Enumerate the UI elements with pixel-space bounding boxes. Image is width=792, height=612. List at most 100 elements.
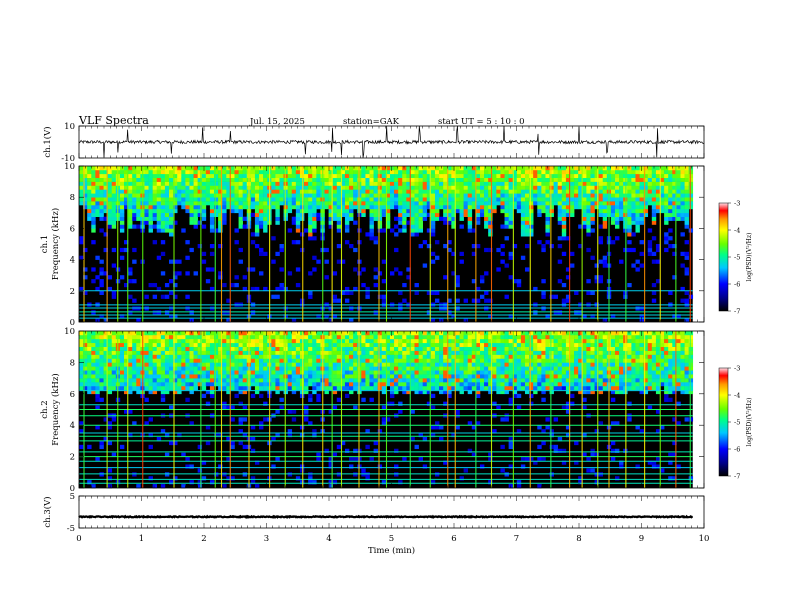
ch1-spectrogram-cell <box>414 283 419 288</box>
ch1-spectrogram-cell <box>496 181 501 186</box>
ch1-spectrogram-cell <box>516 201 522 206</box>
ch1-spectrogram-cell <box>128 208 133 214</box>
ch1-spectrogram-cell <box>242 216 248 221</box>
ch2-spectrogram-cell <box>250 476 256 481</box>
ch2-spectrogram-cell <box>87 382 92 387</box>
ch2-spectrogram-cell <box>471 374 477 379</box>
ch1-spectrogram-cell <box>181 189 186 194</box>
ch1-spectrogram-cell <box>381 166 387 171</box>
ch1-spectrogram-cell <box>291 197 297 202</box>
ch2-spectrogram-cell <box>328 354 333 359</box>
ch2-spectrogram-cell <box>148 417 153 422</box>
ch2-spectrogram-cell <box>394 385 399 391</box>
ch2-spectrogram-cell <box>410 331 415 336</box>
ch1-spectrogram-cell <box>87 166 92 171</box>
ch1-spectrogram-cell <box>414 197 419 202</box>
ch2-spectrogram-cell <box>185 382 190 387</box>
ch1-spectrogram-cell <box>242 201 248 206</box>
ch1-spectrogram-cell <box>377 208 383 214</box>
ch1-spectrogram-cell <box>385 224 391 229</box>
ch2-spectrogram-cell <box>316 374 321 379</box>
ch2-spectrogram-cell <box>181 362 186 367</box>
ch1-spectrogram-cell <box>504 212 509 217</box>
ch1-spectrogram-cell <box>111 208 117 214</box>
ch1-spectrogram-cell <box>160 173 166 178</box>
ch1-spectrogram-cell <box>164 169 170 175</box>
ch2-spectrogram-cell <box>443 389 448 395</box>
ch2-spectrogram-cell <box>193 331 198 336</box>
ch1-spectrogram-cell <box>488 169 493 175</box>
ch1-spectrogram-cell <box>197 185 203 190</box>
ch1-spectrogram-cell <box>205 173 211 178</box>
ch1-spectrogram-cell <box>152 169 158 175</box>
ch2-spectrogram-cell <box>447 331 452 336</box>
ch2-spectrogram-cell <box>152 366 158 371</box>
ch1-spectrogram-cell <box>91 201 96 206</box>
ch1-spectrogram-cell <box>226 181 231 186</box>
ch2-spectrogram-cell <box>295 346 301 351</box>
ch1-spectrogram-cell <box>639 251 644 256</box>
ch2-spectrogram-cell <box>197 362 203 367</box>
ch1-spectrogram-cell <box>684 193 689 198</box>
ch1-spectrogram-cell <box>488 201 493 206</box>
ch1-spectrogram-cell <box>353 166 358 171</box>
ch2-spectrogram-cell <box>308 366 313 371</box>
ch1-spectrogram-cell <box>537 185 542 190</box>
ch1-spectrogram-cell <box>598 181 604 186</box>
ch1-spectrogram-cell <box>426 290 432 295</box>
ch2-spectrogram-cell <box>164 338 170 344</box>
ch1-spectrogram-cell <box>529 228 534 233</box>
ch1-spectrogram-cell <box>619 205 624 210</box>
ch1-spectrogram-cell <box>479 173 485 178</box>
ch2-spectrogram-cell <box>173 350 178 355</box>
ch2-spectrogram-cell <box>353 362 358 367</box>
ch1-spectrogram-cell <box>545 185 550 190</box>
ch1-spectrogram-cell <box>250 310 256 315</box>
ch2-spectrogram-cell <box>332 338 338 344</box>
ch2-spectrogram-cell <box>381 346 387 351</box>
ch1-spectrogram-cell <box>353 169 358 175</box>
ch2-spectrogram-cell <box>426 342 432 347</box>
ch2-spectrogram-cell <box>414 350 419 355</box>
ch1-spectrogram-cell <box>169 259 174 264</box>
ch1-spectrogram-cell <box>234 205 239 210</box>
ch1-spectrogram-cell <box>328 220 333 225</box>
ch1-spectrogram-cell <box>410 224 415 229</box>
ch1-spectrogram-cell <box>434 181 440 186</box>
ch2-spectrogram-cell <box>373 385 378 391</box>
ch1-spectrogram-cell <box>312 205 317 210</box>
ch1-spectrogram-cell <box>312 228 317 233</box>
ch2-spectrogram-cell <box>349 366 354 371</box>
ch2-spectrogram-cell <box>406 331 411 336</box>
ch2-spectrogram-cell <box>185 370 190 375</box>
ch1-spectrogram-cell <box>181 185 186 190</box>
ch1-spectrogram-cell <box>328 212 333 217</box>
ch1-spectrogram-cell <box>488 224 493 229</box>
ch2-spectrogram-cell <box>299 342 305 347</box>
ch1-spectrogram-cell <box>680 181 685 186</box>
ch1-spectrogram-cell <box>209 244 215 249</box>
ch1-spectrogram-cell <box>381 185 387 190</box>
ch1-spectrogram-cell <box>181 228 186 233</box>
ch2-spectrogram-cell <box>312 374 317 379</box>
ch2-spectrogram-cell <box>402 362 407 367</box>
ch1-spectrogram-cell <box>275 193 280 198</box>
ch2-spectrogram-cell <box>279 370 284 375</box>
ch1-spectrogram-cell <box>316 185 321 190</box>
ch1-spectrogram-cell <box>369 228 374 233</box>
ch1-spectrogram-cell <box>479 197 485 202</box>
ch2-spectrogram-cell <box>177 346 182 351</box>
ch1-spectrogram-cell <box>406 220 411 225</box>
ch2-spectrogram-cell <box>214 358 219 363</box>
ch1-spectrogram-cell <box>570 169 575 175</box>
ch1-spectrogram-cell <box>549 177 554 182</box>
ch1-spectrogram-cell <box>119 185 125 190</box>
ch1-spectrogram-cell <box>369 212 374 217</box>
ch2-spectrogram-cell <box>238 401 243 406</box>
ch1-spectrogram-cell <box>586 177 591 182</box>
ch1-spectrogram-cell <box>639 240 644 245</box>
ch1-spectrogram-cell <box>533 177 538 182</box>
ch1-spectrogram-cell <box>512 279 518 284</box>
ch1-spectrogram-cell <box>422 173 428 178</box>
